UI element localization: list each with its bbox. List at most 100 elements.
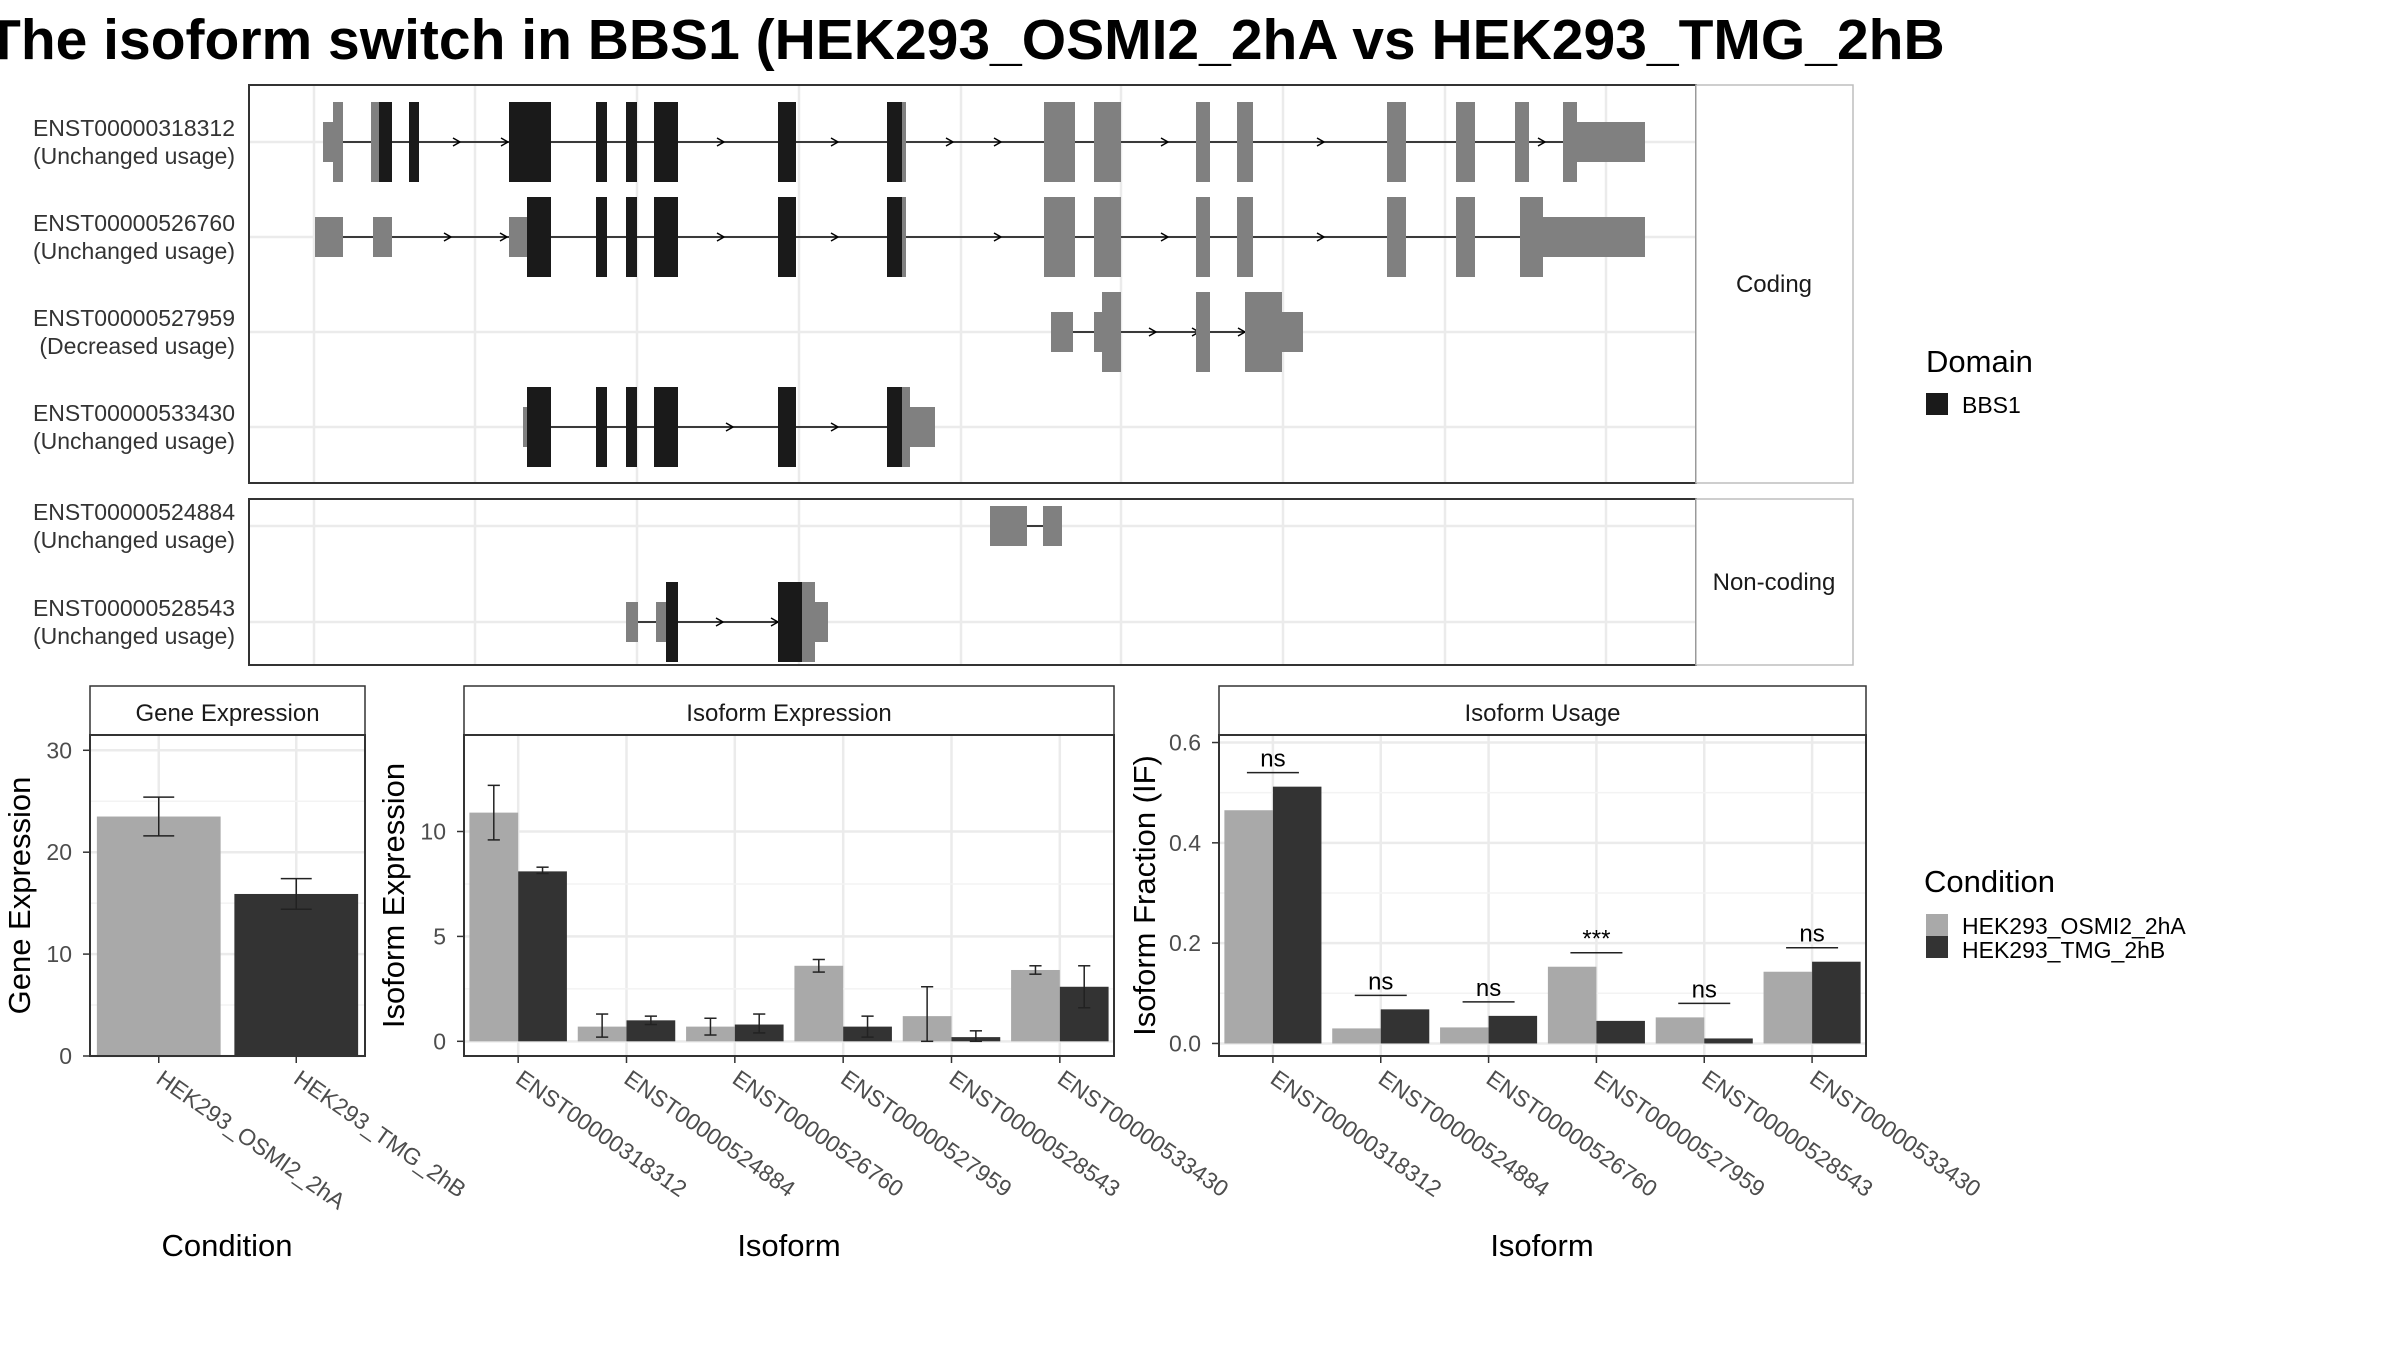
bar	[1011, 969, 1060, 1042]
condition-legend: Condition HEK293_OSMI2_2hA HEK293_TMG_2h…	[1924, 864, 2186, 963]
bar	[96, 816, 221, 1056]
domain-exon	[596, 102, 607, 182]
isoform-usage-label: (Unchanged usage)	[33, 238, 235, 264]
coding-strip	[1695, 84, 1854, 484]
chart-strip	[89, 685, 366, 736]
bar	[469, 812, 519, 1042]
domain-exon	[778, 197, 796, 277]
error-bar	[536, 866, 549, 875]
exon	[315, 217, 343, 257]
domain-exon	[626, 197, 637, 277]
track-ENST00000527959	[1051, 292, 1303, 372]
exon	[1043, 506, 1062, 546]
coding-strip-label: Coding	[1736, 271, 1812, 298]
intron-arrow	[452, 137, 462, 147]
intron-arrow	[443, 232, 453, 242]
exon	[1456, 197, 1475, 277]
expression-charts: Gene Expression0102030HEK293_OSMI2_2hAHE…	[2, 685, 1986, 1263]
isoform-usage-label: (Unchanged usage)	[33, 527, 235, 553]
track-ENST00000533430	[523, 387, 935, 467]
error-bar	[280, 877, 312, 911]
exon	[1563, 102, 1577, 182]
domain-exon	[887, 197, 902, 277]
exon	[1387, 102, 1406, 182]
isoform-id-label: ENST00000524884	[33, 499, 235, 525]
error-bar	[861, 1015, 874, 1038]
intron-arrow	[830, 422, 840, 432]
bar	[1488, 1015, 1538, 1044]
exon	[815, 602, 828, 642]
bar	[1380, 1009, 1430, 1044]
intron-arrow	[725, 422, 735, 432]
exon	[1094, 312, 1102, 352]
intron-arrow	[1160, 232, 1170, 242]
domain-exon	[596, 197, 607, 277]
error-bar	[921, 986, 934, 1043]
bar	[1440, 1027, 1489, 1044]
exon	[902, 387, 910, 467]
exon	[1237, 197, 1253, 277]
exon	[523, 407, 527, 447]
domain-exon	[527, 387, 551, 467]
error-bar	[1078, 965, 1091, 1009]
chart-isoform-usage: Isoform Usage ns ns ns *** ns ns 0.0 0.2 0.4 0.6 EN…	[1127, 685, 1986, 1263]
y-tick-label: 10	[46, 941, 72, 967]
error-bar	[644, 1015, 657, 1026]
error-bar	[143, 796, 175, 837]
error-bar	[487, 784, 500, 841]
exon	[990, 506, 1027, 546]
intron-arrow	[500, 137, 510, 147]
bar	[1596, 1020, 1645, 1044]
track-ENST00000318312	[323, 102, 1645, 182]
exon	[1044, 197, 1075, 277]
y-tick-label: 20	[46, 839, 72, 865]
significance-label: ***	[1582, 926, 1610, 953]
bar	[1704, 1038, 1753, 1044]
bar	[794, 965, 844, 1042]
isoform-usage-label: (Unchanged usage)	[33, 623, 235, 649]
noncoding-panel-grid	[249, 499, 1696, 665]
bar	[1812, 961, 1861, 1044]
x-axis-title: Condition	[162, 1228, 293, 1263]
domain-exon	[527, 197, 551, 277]
y-tick-label: 0.0	[1169, 1030, 1201, 1056]
domain-exon	[379, 102, 392, 182]
exon	[902, 197, 906, 277]
exon	[1237, 102, 1253, 182]
transcript-structure-plot: Coding Non-coding ENST00000318312(Unchan…	[33, 84, 1854, 666]
isoform-id-label: ENST00000527959	[33, 305, 235, 331]
bar	[1224, 810, 1273, 1044]
noncoding-strip	[1695, 498, 1854, 666]
chart-grid	[1219, 735, 1866, 1056]
chart-title: Isoform Expression	[686, 700, 891, 727]
domain-exon	[654, 387, 678, 467]
domain-exon	[596, 387, 607, 467]
chart-border	[89, 734, 366, 1057]
bar	[1332, 1028, 1381, 1044]
error-bar	[704, 1017, 717, 1036]
domain-exon	[778, 387, 796, 467]
domain-exon	[666, 582, 678, 662]
exon	[1515, 102, 1529, 182]
domain-exon	[887, 387, 902, 467]
bar	[1547, 966, 1597, 1044]
chart-title: Isoform Usage	[1464, 700, 1620, 727]
significance-label: ns	[1260, 746, 1285, 773]
isoform-labels: ENST00000318312(Unchanged usage)ENST0000…	[33, 115, 235, 649]
bar	[626, 1020, 676, 1042]
figure-title: The isoform switch in BBS1 (HEK293_OSMI2…	[0, 8, 1945, 72]
intron-arrow	[1160, 137, 1170, 147]
bar	[1272, 786, 1322, 1044]
exon	[373, 217, 392, 257]
y-axis-title: Isoform Expression	[376, 763, 411, 1028]
exon	[910, 407, 935, 447]
intron-arrow	[715, 617, 725, 627]
exon	[1387, 197, 1406, 277]
x-tick-label: ENST00000533430	[1053, 1065, 1233, 1202]
domain-legend: Domain BBS1	[1926, 344, 2033, 418]
exon	[1543, 217, 1645, 257]
x-axis-title: Isoform	[737, 1228, 840, 1263]
noncoding-strip-label: Non-coding	[1713, 569, 1836, 596]
bar	[1655, 1017, 1705, 1044]
exon	[371, 102, 379, 182]
